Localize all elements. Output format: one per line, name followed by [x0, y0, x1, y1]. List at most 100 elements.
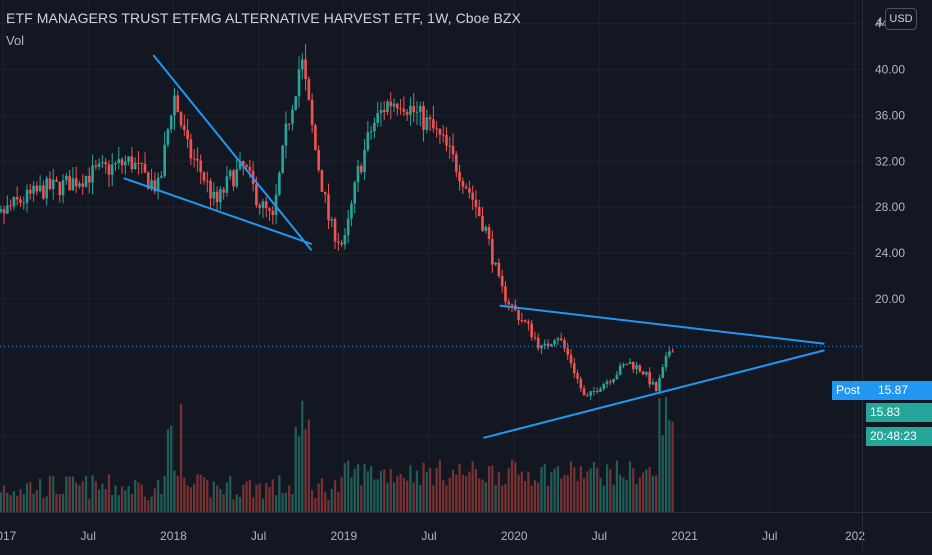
candle-body	[183, 125, 186, 131]
volume-bar	[655, 475, 658, 512]
volume-bar	[379, 471, 383, 512]
volume-bar	[2, 485, 6, 512]
volume-bar	[134, 479, 137, 512]
volume-bar	[111, 494, 114, 512]
candle-body	[2, 209, 6, 214]
candle-body	[386, 101, 389, 113]
volume-bar	[632, 468, 635, 512]
candle-body	[595, 390, 599, 392]
volume-bar	[625, 480, 628, 512]
candle-body	[140, 162, 144, 164]
candle-body	[494, 262, 497, 265]
volume-bar	[238, 497, 242, 512]
candle-body	[327, 194, 330, 221]
candle-body	[245, 165, 248, 167]
candle-body	[612, 379, 615, 383]
candle-body	[271, 210, 275, 215]
candle-body	[356, 165, 360, 183]
volume-bar	[219, 488, 222, 512]
volume-bar	[147, 499, 150, 512]
candle-body	[382, 109, 386, 113]
candle-body	[209, 180, 212, 199]
x-tick-label: 202	[845, 529, 865, 543]
volume-bar	[658, 398, 661, 512]
volume-bar	[668, 420, 671, 512]
candle-body	[173, 95, 176, 116]
volume-bar	[501, 485, 504, 512]
volume-bar	[664, 397, 668, 512]
volume-bar	[619, 474, 622, 512]
volume-bar	[170, 425, 173, 512]
volume-bar	[569, 461, 573, 512]
volume-bar	[114, 485, 117, 512]
volume-bar	[396, 476, 399, 512]
last-price-value: 15.83	[870, 405, 901, 419]
volume-bar	[160, 494, 163, 512]
volume-bar	[104, 489, 107, 512]
currency-button[interactable]: USD	[885, 8, 917, 30]
candle-body	[127, 156, 130, 162]
volume-bar	[265, 482, 268, 512]
volume-bar	[212, 481, 215, 512]
candle-body	[651, 382, 655, 385]
volume-bar	[255, 484, 258, 512]
volume-bar	[176, 475, 179, 512]
volume-bar	[356, 464, 360, 512]
candle-body	[248, 166, 252, 171]
volume-bar	[491, 465, 494, 512]
candle-body	[569, 354, 573, 364]
candle-body	[291, 109, 294, 124]
volume-bar	[360, 485, 363, 512]
volume-bar	[81, 481, 84, 512]
candle-body	[274, 194, 278, 215]
volume-bar	[596, 467, 599, 512]
candle-body	[491, 238, 494, 265]
candle-body	[346, 218, 350, 236]
candle-body	[359, 165, 363, 173]
volume-bar	[124, 490, 127, 512]
candle-body	[205, 180, 209, 182]
volume-bar	[661, 435, 664, 512]
volume-bar	[32, 493, 35, 512]
candle-body	[314, 125, 317, 150]
candle-body	[337, 241, 340, 243]
volume-bar	[35, 489, 38, 512]
volume-bar	[61, 493, 65, 512]
candle-body	[124, 161, 127, 166]
candle-body	[396, 103, 399, 109]
volume-bar	[563, 475, 566, 512]
candle-body	[212, 191, 216, 199]
volume-bar	[71, 476, 75, 512]
candle-body	[32, 185, 35, 194]
volume-bar	[12, 491, 16, 512]
candle-body	[199, 160, 203, 173]
candle-body	[556, 338, 560, 341]
candle-body	[445, 134, 448, 146]
candle-body	[320, 170, 324, 192]
volume-bar	[573, 467, 576, 512]
volume-bar	[65, 476, 68, 512]
volume-bar	[39, 478, 42, 512]
candle-body	[189, 139, 193, 159]
volume-bar	[628, 461, 632, 512]
grid-lines	[0, 0, 862, 512]
candle-body	[196, 158, 199, 161]
trendline	[152, 54, 313, 251]
candle-body	[602, 384, 606, 389]
volume-bar	[514, 462, 517, 512]
candle-body	[192, 158, 196, 160]
volume-bar	[327, 499, 330, 512]
volume-bar	[229, 476, 232, 512]
x-tick-label: Jul	[421, 529, 436, 543]
volume-bar	[422, 462, 425, 512]
candle-body	[576, 373, 579, 379]
volume-bar	[307, 419, 310, 512]
volume-bar	[209, 497, 212, 512]
candle-body	[477, 206, 481, 216]
volume-bar	[245, 481, 248, 512]
volume-legend-label: Vol	[6, 33, 25, 48]
candle-body	[58, 181, 62, 196]
candle-body	[536, 337, 540, 349]
